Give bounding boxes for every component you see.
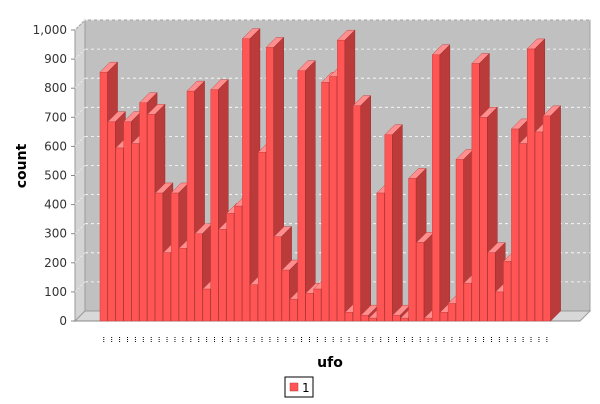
bar-front [178, 248, 187, 322]
bar-front [455, 159, 464, 322]
bar-front [305, 293, 314, 322]
bar-front [107, 121, 116, 322]
bar [336, 29, 356, 322]
bar-side [550, 105, 561, 322]
bar [352, 95, 372, 322]
legend-swatch [289, 382, 299, 392]
bar-front [250, 284, 259, 322]
bar-front [368, 317, 377, 322]
bar-front [194, 233, 203, 322]
bar-front [155, 192, 164, 322]
bar-front [352, 105, 361, 322]
y-tick-label: 500 [44, 169, 67, 183]
bar-front [170, 192, 179, 322]
bars [99, 28, 562, 322]
bar-side [305, 60, 316, 322]
legend-box [284, 376, 314, 398]
bar-front [392, 314, 401, 322]
bar-front [337, 39, 346, 322]
bar-front [345, 312, 354, 322]
bar-front [131, 143, 140, 322]
y-axis: 0 100 200 300 400 500 600 700 800 900 1,000 [33, 23, 75, 328]
y-tick-label: 1,000 [33, 23, 67, 37]
bar-front [416, 242, 425, 322]
bar-front [503, 261, 512, 322]
bar-side [392, 124, 403, 322]
bar [297, 60, 316, 322]
bar [241, 28, 261, 322]
bar-front [202, 288, 211, 322]
bar [384, 124, 403, 322]
bar-front [439, 312, 448, 322]
bar-front [432, 54, 441, 322]
bar-front [99, 71, 108, 322]
bar-front [123, 121, 132, 322]
bar-front [147, 114, 156, 322]
bar-front [519, 143, 528, 322]
bar-front [408, 178, 417, 322]
bar-front [479, 117, 488, 322]
x-axis-title: ufo [317, 355, 343, 371]
bar-front [273, 236, 282, 322]
bar-front [281, 269, 290, 322]
bar-front [242, 38, 251, 322]
bar-front [463, 282, 472, 322]
bar-front [234, 205, 243, 322]
y-tick-label: 300 [44, 227, 67, 241]
y-tick-label: 700 [44, 110, 67, 124]
bar-side [360, 95, 371, 322]
bar-front [289, 298, 298, 322]
bar-front [186, 90, 195, 322]
bar-front [376, 192, 385, 322]
bar-front [115, 147, 124, 322]
plot-left-wall [74, 18, 86, 323]
bar-front [321, 82, 330, 322]
bar-front [542, 115, 551, 322]
bar-front [534, 131, 543, 322]
y-tick-label: 600 [44, 139, 67, 153]
y-tick-label: 100 [44, 285, 67, 299]
y-tick-label: 400 [44, 198, 67, 212]
bar-front [313, 288, 322, 322]
y-axis-title: count [14, 143, 30, 188]
legend-label: 1 [302, 381, 310, 395]
bar-front [487, 252, 496, 322]
bar-front [139, 102, 148, 322]
bar-front [265, 47, 274, 322]
bar [415, 231, 435, 322]
y-tick-label: 800 [44, 81, 67, 95]
y-tick-label: 900 [44, 52, 67, 66]
bar-front [471, 63, 480, 322]
bar-front [511, 128, 520, 322]
bar-front [360, 314, 369, 322]
y-tick-label: 0 [59, 314, 67, 328]
bar-front [210, 89, 219, 322]
bar-front [527, 48, 536, 322]
bar-front [329, 76, 338, 322]
bar-front [400, 317, 409, 322]
y-tick-label: 200 [44, 256, 67, 270]
bar [542, 105, 562, 322]
bar [431, 44, 451, 322]
bar-front [257, 151, 267, 322]
bar-front [424, 317, 433, 322]
legend: 1 [284, 376, 314, 398]
bar-front [226, 213, 235, 322]
bar-front [384, 134, 393, 322]
bar-front [447, 303, 456, 322]
bar-front [218, 229, 227, 322]
bar-front [495, 291, 504, 322]
bar-front [163, 252, 172, 322]
x-axis [103, 337, 548, 343]
bar-side [439, 44, 451, 322]
bar-front [297, 70, 306, 322]
